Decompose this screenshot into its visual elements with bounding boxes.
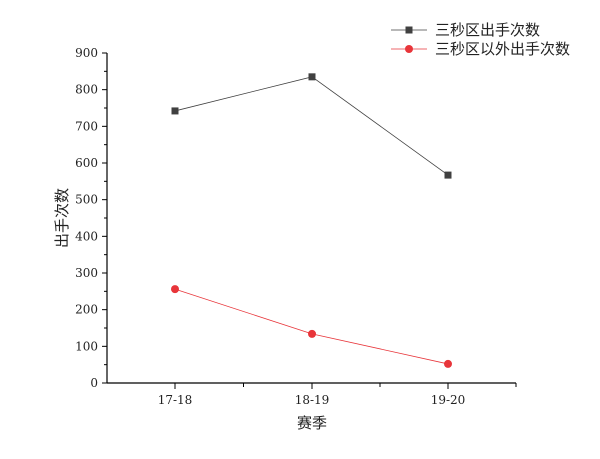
series-2 <box>171 285 452 368</box>
axes: 0 100 200 300 400 500 600 700 800 900 17-18 18-19 19… <box>75 46 517 407</box>
y-tick-label: 800 <box>75 83 98 97</box>
y-tick-label: 0 <box>90 376 98 390</box>
data-point-square <box>444 171 452 179</box>
y-tick-label: 600 <box>75 156 98 170</box>
y-tick-label: 900 <box>75 46 98 60</box>
y-tick-label: 100 <box>75 339 98 353</box>
y-tick-label: 200 <box>75 303 98 317</box>
legend-label: 三秒区出手次数 <box>435 21 540 39</box>
x-axis-title: 赛季 <box>297 414 327 432</box>
legend-circle-marker-icon <box>405 45 413 53</box>
x-tick-label: 19-20 <box>431 393 466 407</box>
series-line <box>174 288 449 365</box>
plot-area <box>171 73 452 368</box>
y-tick-label: 700 <box>75 119 98 133</box>
legend-label: 三秒区以外出手次数 <box>435 40 570 58</box>
y-axis-title: 出手次数 <box>53 188 71 248</box>
data-point-square <box>308 73 316 81</box>
legend-square-marker-icon <box>405 26 413 34</box>
data-point-circle <box>171 285 179 294</box>
y-tick-label: 500 <box>75 193 98 207</box>
y-tick-label: 300 <box>75 266 98 280</box>
data-point-square <box>171 107 179 115</box>
data-point-circle <box>308 329 316 338</box>
data-point-circle <box>444 359 452 368</box>
series-line <box>174 76 449 176</box>
x-tick-label: 18-19 <box>295 393 330 407</box>
legend-item-1: 三秒区出手次数 <box>391 21 540 39</box>
x-tick-label: 17-18 <box>158 393 193 407</box>
y-tick-label: 400 <box>75 229 98 243</box>
legend-item-2: 三秒区以外出手次数 <box>391 40 570 58</box>
series-1 <box>171 73 452 179</box>
